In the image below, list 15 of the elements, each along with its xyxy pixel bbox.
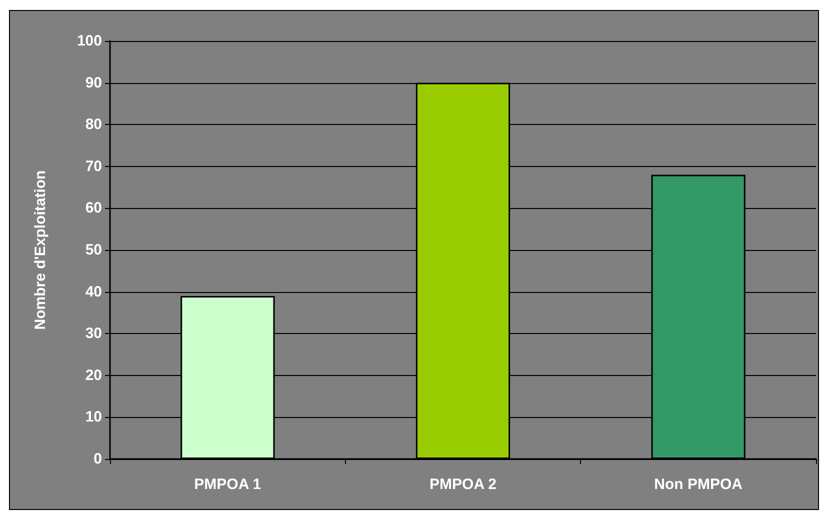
y-tick-label: 100	[76, 32, 102, 50]
x-tick-label: PMPOA 2	[430, 476, 496, 493]
x-tick-label: PMPOA 1	[194, 476, 262, 493]
y-tick-label: 30	[85, 325, 102, 342]
y-tick-label: 0	[94, 450, 102, 468]
y-tick-label: 10	[85, 408, 102, 426]
y-tick-label: 40	[85, 283, 102, 300]
y-tick-label: 90	[85, 74, 102, 92]
y-tick-label: 60	[85, 200, 102, 217]
y-tick-label: 20	[85, 366, 102, 384]
y-tick-label: 50	[85, 242, 102, 258]
y-tick-label: 70	[85, 158, 102, 175]
y-axis-title: Nombre d'Exploitation	[32, 170, 49, 330]
y-tick-label: 80	[85, 116, 102, 134]
x-tick-label: Non PMPOA	[654, 476, 743, 493]
